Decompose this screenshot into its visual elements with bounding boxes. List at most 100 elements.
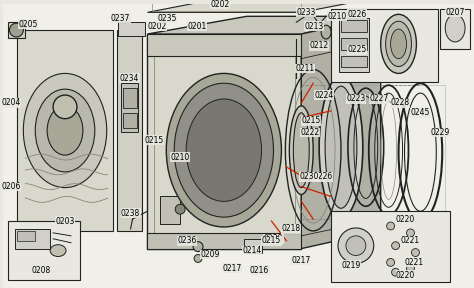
Ellipse shape — [174, 83, 273, 217]
Bar — [341, 38, 367, 50]
Bar — [123, 88, 137, 108]
Bar — [152, 0, 301, 12]
Ellipse shape — [289, 106, 313, 194]
Text: 0207: 0207 — [446, 8, 465, 17]
Ellipse shape — [392, 268, 400, 276]
Text: 0219: 0219 — [341, 261, 361, 270]
Ellipse shape — [175, 204, 185, 214]
Text: 0205: 0205 — [18, 20, 38, 29]
Polygon shape — [301, 16, 381, 249]
Ellipse shape — [321, 25, 331, 39]
Text: 0213: 0213 — [305, 22, 324, 31]
Text: 0221: 0221 — [401, 236, 420, 245]
Text: 0227: 0227 — [369, 94, 388, 103]
Bar — [244, 239, 262, 253]
Ellipse shape — [338, 228, 374, 264]
Text: 0229: 0229 — [430, 128, 450, 137]
Polygon shape — [147, 0, 383, 12]
Text: 0233: 0233 — [297, 8, 316, 17]
Text: 0217: 0217 — [222, 264, 241, 273]
Ellipse shape — [23, 73, 107, 187]
Bar — [160, 196, 180, 224]
Text: 0210: 0210 — [328, 12, 346, 21]
Text: 0220: 0220 — [396, 215, 415, 223]
Text: 0214: 0214 — [242, 246, 261, 255]
Text: 0238: 0238 — [121, 209, 140, 218]
Text: 0201: 0201 — [187, 22, 207, 31]
Bar — [147, 233, 301, 249]
Ellipse shape — [186, 99, 262, 201]
Ellipse shape — [411, 249, 419, 257]
Text: 0223: 0223 — [346, 94, 365, 103]
Ellipse shape — [346, 236, 366, 255]
Text: 0236: 0236 — [177, 236, 197, 245]
Text: 0220: 0220 — [396, 271, 415, 280]
Bar — [440, 10, 470, 49]
Text: 0204: 0204 — [2, 98, 21, 107]
Text: 0212: 0212 — [310, 41, 328, 50]
Text: 0217: 0217 — [292, 256, 311, 265]
Text: 0224: 0224 — [314, 90, 334, 100]
Polygon shape — [147, 16, 381, 34]
Bar — [18, 231, 35, 241]
Bar — [339, 18, 369, 72]
Bar — [341, 56, 367, 67]
Text: 0226: 0226 — [313, 172, 333, 181]
Text: 0211: 0211 — [296, 64, 315, 73]
Text: 0202: 0202 — [210, 0, 229, 9]
Ellipse shape — [445, 14, 465, 42]
Text: 0218: 0218 — [282, 224, 301, 234]
Bar — [331, 211, 450, 282]
Ellipse shape — [293, 113, 309, 187]
Ellipse shape — [325, 86, 357, 208]
Bar — [341, 20, 367, 32]
Ellipse shape — [47, 106, 83, 155]
Text: 0228: 0228 — [391, 98, 410, 107]
Ellipse shape — [166, 73, 282, 227]
Ellipse shape — [387, 222, 394, 230]
Ellipse shape — [35, 89, 95, 172]
Text: 0222: 0222 — [301, 128, 320, 137]
Bar — [15, 229, 50, 249]
Ellipse shape — [9, 23, 23, 37]
Text: 0215: 0215 — [145, 136, 164, 145]
Ellipse shape — [193, 242, 203, 252]
Ellipse shape — [392, 242, 400, 250]
Text: 0216: 0216 — [250, 266, 269, 275]
Bar — [118, 22, 146, 36]
Bar — [155, 39, 295, 241]
Polygon shape — [117, 30, 143, 231]
Text: 0203: 0203 — [55, 217, 75, 226]
Bar — [123, 113, 137, 128]
Text: 0230: 0230 — [264, 234, 283, 243]
Text: 0237: 0237 — [111, 14, 130, 23]
Ellipse shape — [319, 76, 363, 218]
Text: 0226: 0226 — [347, 10, 366, 19]
Text: 0225: 0225 — [347, 45, 366, 54]
Ellipse shape — [391, 29, 407, 59]
Bar — [120, 83, 138, 132]
Bar — [147, 34, 301, 56]
Polygon shape — [18, 30, 113, 231]
Text: 0206: 0206 — [2, 182, 21, 191]
Text: 0215: 0215 — [301, 116, 321, 125]
Text: 0235: 0235 — [157, 14, 177, 23]
Text: 0210: 0210 — [171, 153, 190, 162]
Ellipse shape — [407, 264, 414, 272]
Text: 0209: 0209 — [201, 250, 219, 259]
Ellipse shape — [50, 245, 66, 257]
Ellipse shape — [53, 95, 77, 119]
Bar — [9, 221, 80, 280]
Polygon shape — [147, 34, 301, 249]
Text: 0245: 0245 — [410, 108, 430, 117]
Text: 0202: 0202 — [148, 22, 167, 31]
Text: 0208: 0208 — [32, 266, 51, 275]
Ellipse shape — [194, 255, 202, 262]
Text: 0230: 0230 — [300, 172, 319, 181]
Bar — [331, 10, 438, 82]
Ellipse shape — [407, 229, 414, 237]
Text: 0215: 0215 — [262, 236, 281, 245]
Text: 0234: 0234 — [120, 74, 139, 83]
Ellipse shape — [387, 258, 394, 266]
Text: 0221: 0221 — [405, 258, 424, 267]
